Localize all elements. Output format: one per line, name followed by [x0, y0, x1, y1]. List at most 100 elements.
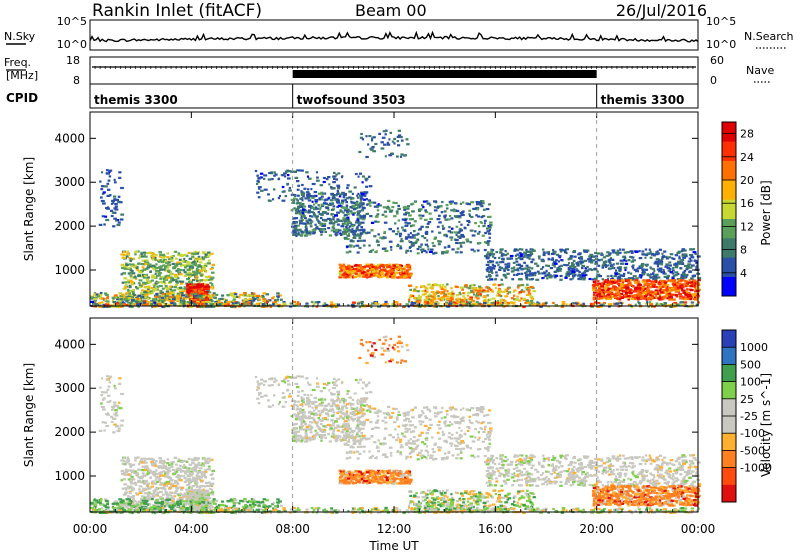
power-echo [450, 238, 453, 241]
power-echo [420, 243, 423, 246]
power-echo [619, 248, 622, 251]
power-echo [651, 276, 656, 279]
power-echo [388, 240, 393, 243]
power-echo [318, 198, 321, 201]
power-echo [198, 269, 203, 272]
power-echo [367, 272, 370, 275]
power-echo [145, 303, 149, 306]
power-echo [146, 264, 149, 267]
power-echo [593, 277, 598, 280]
power-echo [258, 298, 261, 301]
power-echo [103, 223, 106, 226]
power-echo [649, 294, 652, 297]
power-echo [596, 270, 599, 273]
power-echo [145, 267, 149, 270]
power-echo [151, 257, 156, 260]
power-echo [125, 282, 128, 286]
power-echo [296, 180, 300, 183]
power-echo [160, 266, 163, 270]
power-echo [342, 276, 347, 279]
power-echo [623, 266, 628, 269]
power-echo [672, 257, 676, 260]
power-echo [161, 253, 165, 256]
power-echo [388, 154, 393, 157]
power-echo [128, 297, 131, 300]
power-echo [104, 293, 109, 297]
power-echo [640, 289, 644, 292]
power-echo [300, 216, 303, 220]
power-echo [119, 298, 123, 301]
power-echo [352, 206, 356, 209]
power-echo [486, 230, 490, 233]
power-echo [601, 278, 604, 281]
power-echo [192, 286, 196, 289]
power-echo [100, 188, 104, 191]
power-echo [320, 229, 324, 232]
power-echo [158, 274, 161, 277]
power-echo [612, 287, 615, 290]
power-echo [202, 295, 206, 298]
power-echo [559, 248, 564, 251]
power-echo [314, 223, 317, 226]
power-echo [187, 293, 190, 296]
power-echo [418, 305, 422, 308]
power-echo [342, 267, 345, 270]
power-echo [397, 264, 401, 267]
power-echo [160, 296, 164, 299]
power-echo [368, 244, 371, 247]
power-echo [639, 283, 642, 286]
power-echo [400, 139, 404, 142]
power-echo [315, 207, 319, 210]
power-echo [490, 260, 494, 263]
power-echo [356, 218, 359, 221]
power-echo [486, 301, 490, 304]
power-echo [506, 252, 509, 255]
power-echo [196, 298, 200, 301]
power-echo [301, 183, 304, 187]
power-echo [591, 284, 594, 287]
power-echo [532, 249, 536, 252]
power-echo [165, 286, 169, 289]
power-echo [260, 189, 264, 192]
power-echo [433, 209, 438, 212]
power-echo [217, 300, 220, 303]
power-echo [528, 301, 531, 304]
power-echo [191, 255, 195, 258]
power-echo [159, 277, 163, 280]
power-echo [657, 293, 662, 296]
power-echo [425, 232, 429, 235]
power-echo [386, 205, 390, 208]
power-echo [136, 303, 140, 306]
power-echo [455, 241, 459, 245]
power-echo [353, 223, 356, 227]
power-echo [654, 289, 659, 292]
nsky-label: N.Sky [4, 30, 36, 43]
power-echo [514, 254, 517, 257]
power-echo [623, 278, 628, 281]
power-echo [500, 278, 503, 281]
power-echo [356, 196, 360, 199]
power-echo [601, 293, 604, 296]
power-echo [637, 302, 641, 305]
power-echo [394, 275, 397, 278]
power-echo [146, 252, 150, 255]
power-echo [204, 299, 207, 302]
power-echo [106, 194, 111, 197]
power-echo [122, 298, 125, 301]
power-echo [169, 277, 173, 280]
power-echo [178, 262, 183, 265]
power-echo [317, 204, 320, 207]
power-echo [296, 199, 300, 202]
power-echo [345, 251, 349, 254]
power-echo [179, 293, 182, 297]
power-echo [305, 232, 309, 235]
power-echo [152, 264, 156, 267]
power-echo [611, 249, 616, 252]
power-echo [234, 302, 238, 305]
power-echo [679, 285, 682, 288]
power-echo [678, 262, 682, 265]
power-echo [143, 274, 147, 277]
power-echo [383, 303, 388, 306]
power-echo [395, 271, 399, 274]
power-echo [195, 275, 199, 278]
